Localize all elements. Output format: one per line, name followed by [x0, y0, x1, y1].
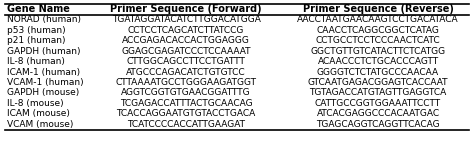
Text: Primer Sequence (Reverse): Primer Sequence (Reverse): [302, 5, 454, 14]
Text: CATTGCCGGTGGAAATTCCTT: CATTGCCGGTGGAAATTCCTT: [315, 99, 441, 108]
Text: CAACCTCAGGCGGCTCATAG: CAACCTCAGGCGGCTCATAG: [317, 26, 439, 35]
Text: TCATCCCCACCATTGAAGAT: TCATCCCCACCATTGAAGAT: [127, 120, 245, 129]
Text: Gene Name: Gene Name: [7, 5, 70, 14]
Text: AACCTAATGAACAAGTCCTGACATACA: AACCTAATGAACAAGTCCTGACATACA: [297, 15, 459, 24]
Text: ICAM (mouse): ICAM (mouse): [7, 109, 70, 118]
Text: CCTGCCTCCTCCCAACTCATC: CCTGCCTCCTCCCAACTCATC: [316, 36, 440, 45]
Text: GAPDH (mouse): GAPDH (mouse): [7, 88, 79, 97]
Text: GTCAATGAGACGGAGTCACCAAT: GTCAATGAGACGGAGTCACCAAT: [308, 78, 448, 87]
Text: p21 (human): p21 (human): [7, 36, 65, 45]
Text: TGAGCAGGTCAGGTTCACAG: TGAGCAGGTCAGGTTCACAG: [316, 120, 440, 129]
Text: Primer Sequence (Forward): Primer Sequence (Forward): [110, 5, 262, 14]
Text: CCTCCTCAGCATCTTATCCG: CCTCCTCAGCATCTTATCCG: [128, 26, 244, 35]
Text: GAPDH (human): GAPDH (human): [7, 47, 81, 56]
Text: TCGAGACCATTTACTGCAACAG: TCGAGACCATTTACTGCAACAG: [120, 99, 252, 108]
Text: GGAGCGAGATCCCTCCAAAAT: GGAGCGAGATCCCTCCAAAAT: [121, 47, 251, 56]
Text: ICAM-1 (human): ICAM-1 (human): [7, 68, 80, 77]
Text: AGGTCGGTGTGAACGGATTTG: AGGTCGGTGTGAACGGATTTG: [121, 88, 251, 97]
Text: VCAM-1 (human): VCAM-1 (human): [7, 78, 84, 87]
Text: IL-8 (human): IL-8 (human): [7, 57, 65, 66]
Text: TGTAGACCATGTAGTTGAGGTCA: TGTAGACCATGTAGTTGAGGTCA: [310, 88, 447, 97]
Text: NORAD (human): NORAD (human): [7, 15, 81, 24]
Text: IL-8 (mouse): IL-8 (mouse): [7, 99, 64, 108]
Text: ATCACGAGGCCCACAATGAC: ATCACGAGGCCCACAATGAC: [317, 109, 439, 118]
Text: p53 (human): p53 (human): [7, 26, 66, 35]
Text: GGCTGTTGTCATACTTCTCATGG: GGCTGTTGTCATACTTCTCATGG: [310, 47, 446, 56]
Text: CTTGGCAGCCTTCCTGATTT: CTTGGCAGCCTTCCTGATTT: [127, 57, 246, 66]
Text: TCACCAGGAATGTGTACCTGACA: TCACCAGGAATGTGTACCTGACA: [117, 109, 255, 118]
Text: ACCGAGACACCACTGGAGGG: ACCGAGACACCACTGGAGGG: [122, 36, 250, 45]
Text: ATGCCCAGACATCTGTGTCC: ATGCCCAGACATCTGTGTCC: [126, 68, 246, 77]
Text: GGGGTCTCTATGCCCAACAA: GGGGTCTCTATGCCCAACAA: [317, 68, 439, 77]
Text: TGATAGGATACATCTTGGACATGGA: TGATAGGATACATCTTGGACATGGA: [111, 15, 261, 24]
Text: VCAM (mouse): VCAM (mouse): [7, 120, 73, 129]
Text: ACAACCCTCTGCACCCAGTT: ACAACCCTCTGCACCCAGTT: [318, 57, 438, 66]
Text: CTTAAAATGCCTGGGAAGATGGT: CTTAAAATGCCTGGGAAGATGGT: [116, 78, 256, 87]
